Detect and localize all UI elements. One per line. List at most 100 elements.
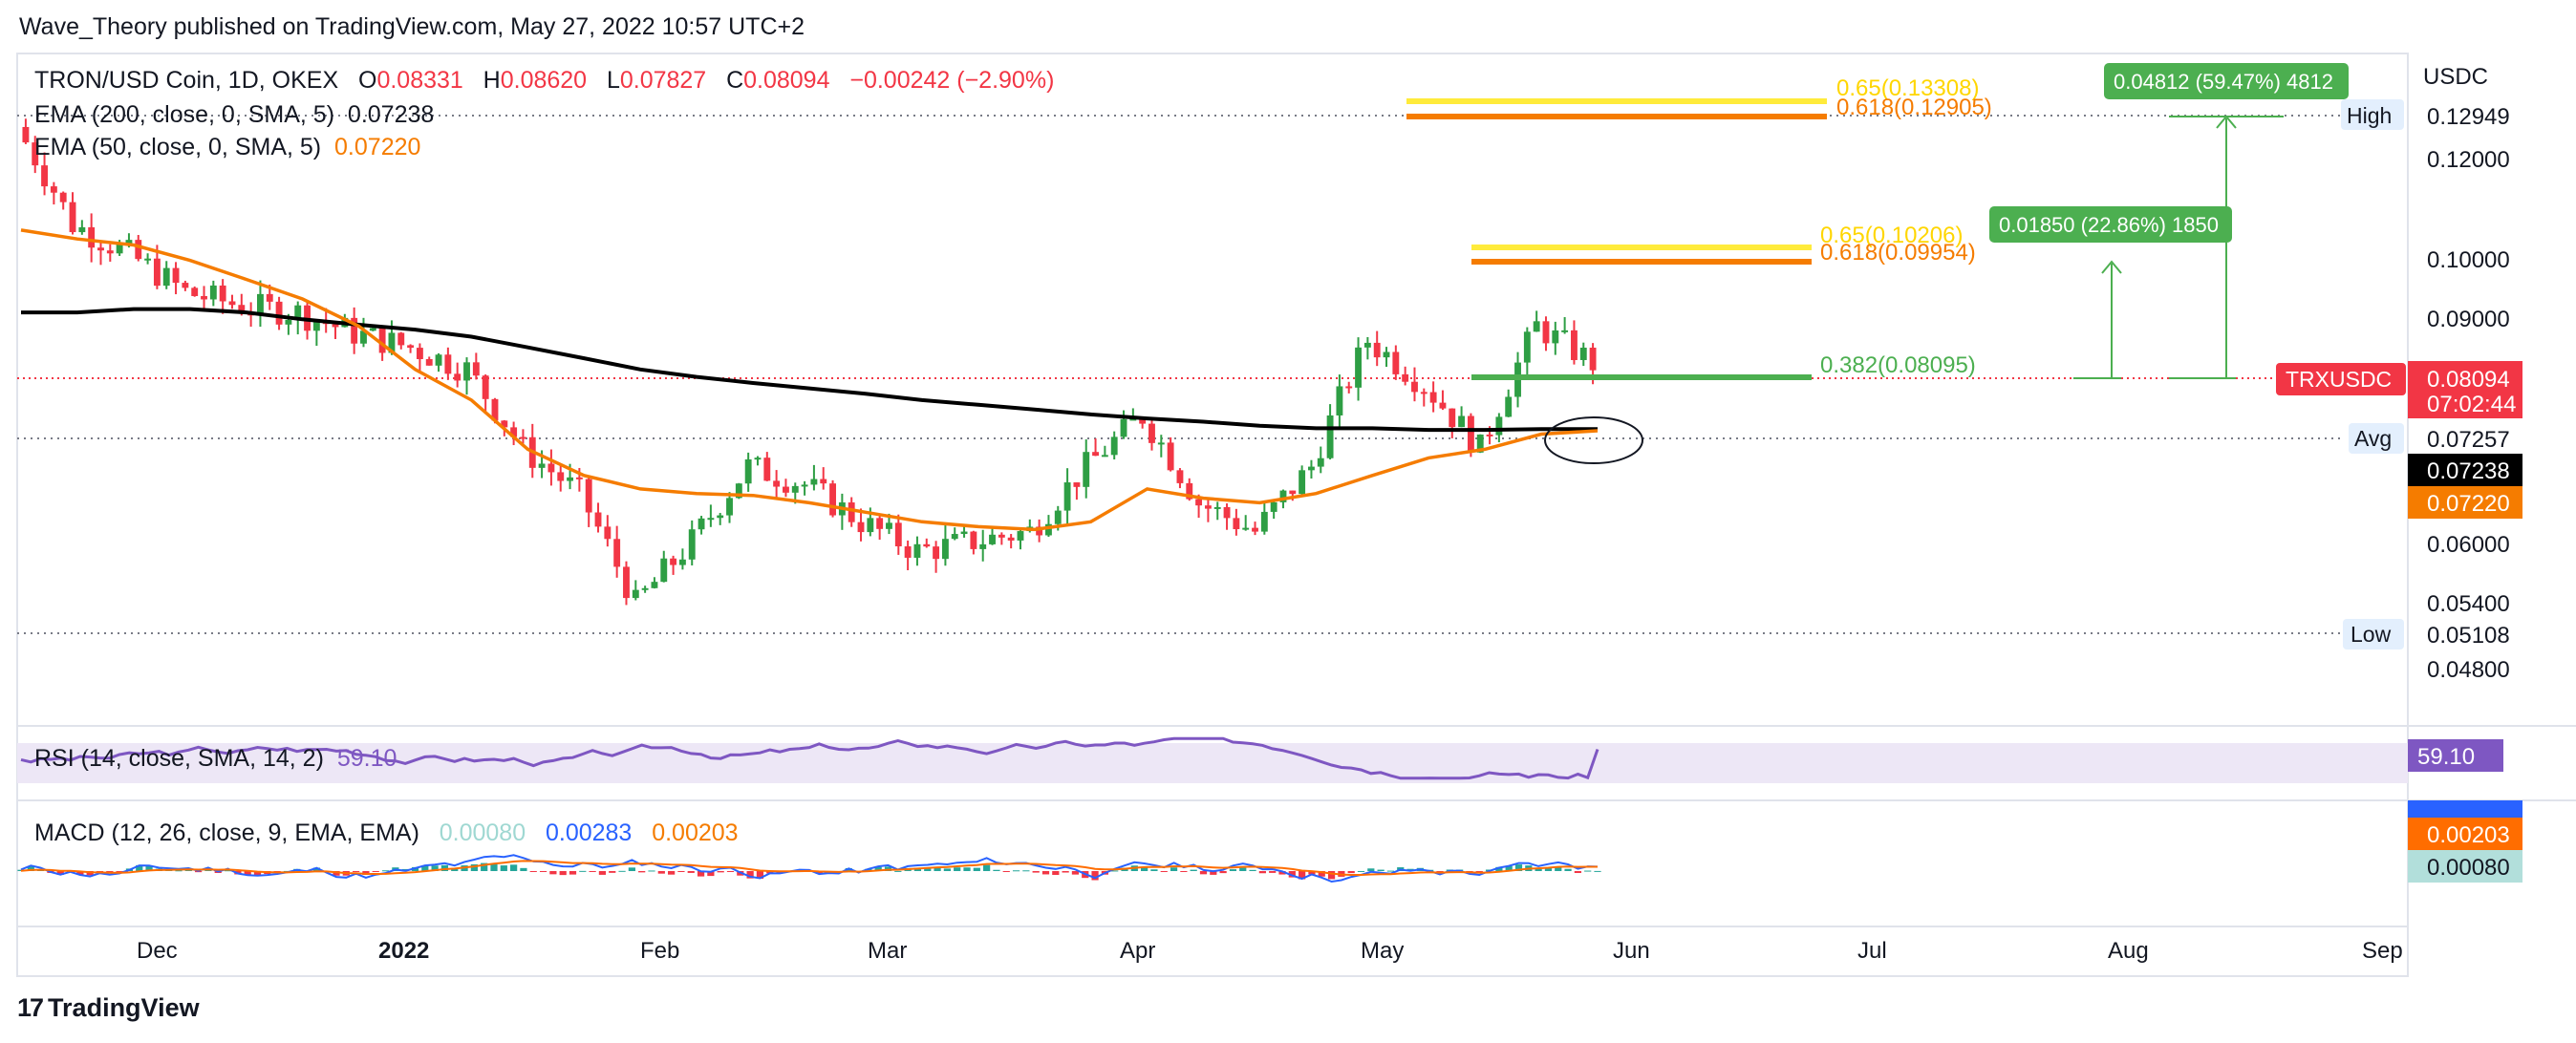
macd-hist-bar	[609, 871, 616, 873]
fib-0382-label: 0.382(0.08095)	[1820, 352, 1976, 378]
time-label: Aug	[2108, 938, 2149, 964]
candle-body	[783, 486, 789, 493]
macd-line-tag-stub	[2408, 800, 2522, 818]
candle-body	[463, 362, 470, 381]
macd-hist-bar	[1091, 871, 1099, 881]
candle-body	[116, 244, 123, 254]
tradingview-mark-icon: 17	[17, 993, 44, 1022]
macd-hist-tag-bg	[2408, 850, 2522, 883]
candle-body	[1101, 455, 1108, 458]
rsi-tag-bg	[2408, 739, 2503, 772]
candle-body	[820, 479, 827, 484]
candle-body	[388, 332, 396, 353]
candle-body	[1017, 531, 1024, 541]
candle-body	[641, 587, 649, 590]
candle-body	[275, 301, 283, 325]
macd-hist-bar	[1495, 866, 1503, 871]
candle-body	[1054, 510, 1062, 524]
macd-hist-bar	[1308, 871, 1316, 875]
macd-hist-bar	[579, 870, 587, 872]
candle-body	[623, 566, 630, 599]
ema50-tag-bg	[2408, 486, 2522, 519]
macd-hist-bar	[569, 871, 577, 875]
candle-body	[538, 463, 546, 468]
time-label: Feb	[640, 938, 679, 964]
candle-body	[228, 301, 236, 306]
legend-change: −0.00242 (−2.90%)	[849, 67, 1055, 94]
candle-body	[88, 226, 96, 248]
candle-body	[754, 458, 762, 460]
macd-hist-bar	[1347, 871, 1355, 874]
measure-small-box	[1989, 206, 2232, 243]
candle-body	[1486, 434, 1493, 436]
candle-body	[1429, 392, 1437, 403]
macd-hist-bar	[1160, 871, 1168, 872]
candle-body	[1476, 434, 1484, 453]
candle-body	[1148, 423, 1155, 443]
avg-value: 0.07257	[2427, 427, 2510, 453]
candle-body	[312, 321, 320, 331]
candle-body	[989, 534, 996, 544]
high-tag-label: High	[2347, 103, 2392, 128]
legend-close: 0.08094	[743, 67, 830, 94]
candle-body	[425, 359, 433, 366]
time-label: Sep	[2362, 938, 2403, 964]
candle-body	[50, 186, 57, 193]
candle-body	[670, 558, 677, 565]
rsi-line	[20, 736, 1599, 780]
time-label: Jul	[1857, 938, 1887, 964]
avg-tag-bg	[2349, 423, 2404, 454]
candle-body	[1449, 408, 1456, 428]
candle-body	[1233, 518, 1240, 530]
macd-hist-bar	[539, 871, 547, 872]
macd-hist-bar	[766, 871, 774, 874]
macd-hist-bar	[1150, 869, 1158, 871]
time-label: Apr	[1120, 938, 1155, 964]
candle-body	[32, 142, 39, 166]
candle-body	[923, 543, 931, 547]
price-tick: 0.06000	[2427, 532, 2510, 558]
candle-body	[913, 543, 921, 558]
macd-hist-bar	[1564, 868, 1572, 871]
candle-body	[1110, 436, 1118, 456]
countdown-value: 07:02:44	[2427, 392, 2516, 417]
macd-hist-bar	[1062, 871, 1069, 873]
ema200-tag-value: 0.07238	[2427, 458, 2510, 484]
candle-body	[933, 546, 940, 560]
macd-hist-bar	[1052, 871, 1060, 876]
measure-small-label: 0.01850 (22.86%) 1850	[1999, 213, 2219, 237]
macd-hist-bar	[136, 864, 143, 871]
candle-body	[886, 522, 892, 529]
low-tag-bg	[2343, 619, 2404, 649]
candle-body	[360, 330, 367, 344]
macd-hist-bar	[333, 871, 340, 876]
candle-body	[435, 354, 442, 366]
candle-body	[78, 226, 86, 233]
candle-body	[951, 534, 958, 540]
macd-hist-bar	[1594, 870, 1601, 872]
legend-open: 0.08331	[376, 67, 463, 94]
candle-body	[810, 479, 818, 485]
candle-body	[791, 485, 799, 493]
macd-hist-bar	[618, 870, 626, 872]
candle-body	[1289, 490, 1297, 495]
legend-macd-line: 0.00283	[545, 820, 633, 846]
macd-hist-bar	[1278, 871, 1286, 875]
macd-hist-bar	[510, 864, 518, 871]
macd-hist-bar	[657, 871, 665, 874]
price-tick: 0.05400	[2427, 591, 2510, 617]
candle-body	[41, 165, 48, 187]
macd-signal-tag-bg	[2408, 818, 2522, 850]
candle-body	[678, 559, 686, 565]
macd-signal-tag-value: 0.00203	[2427, 822, 2510, 848]
tradingview-logo[interactable]: 17 TradingView	[17, 993, 200, 1023]
macd-hist-bar	[1032, 871, 1040, 873]
candle-body	[369, 328, 376, 331]
legend-low-label: L	[606, 67, 620, 94]
candle-body	[378, 328, 386, 353]
macd-hist-bar	[1012, 870, 1020, 872]
tradingview-name: TradingView	[48, 993, 200, 1022]
candle-body	[106, 250, 114, 254]
ticker-tag-label: TRXUSDC	[2286, 367, 2392, 392]
